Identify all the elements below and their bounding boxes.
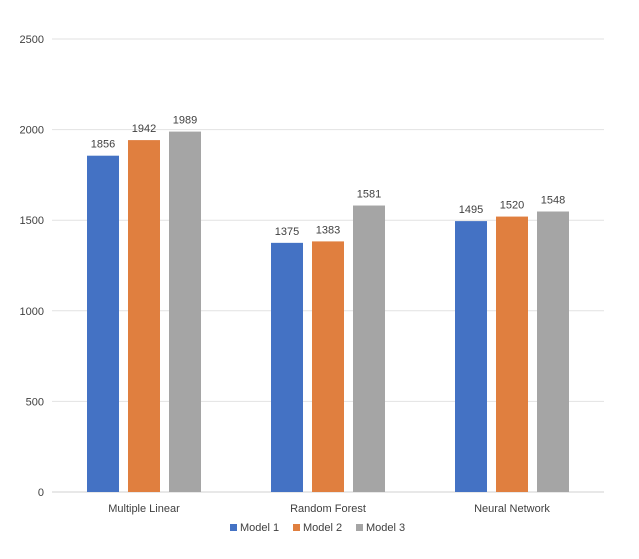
y-axis-ticks: 0 500 1000 1500 2000 2500 <box>20 34 44 499</box>
y-tick-label: 1500 <box>20 215 44 227</box>
bar <box>455 221 487 492</box>
bar <box>353 205 385 492</box>
bar <box>271 242 303 492</box>
bar <box>87 155 119 492</box>
legend-label: Model 2 <box>303 522 342 534</box>
legend-swatch <box>230 524 237 531</box>
legend-label: Model 3 <box>366 522 405 534</box>
legend-swatch <box>293 524 300 531</box>
data-label: 1520 <box>500 200 524 212</box>
bar <box>312 241 344 492</box>
x-axis-categories: Multiple Linear Random Forest Neural Netwo… <box>108 503 550 515</box>
bar <box>128 140 160 492</box>
data-label: 1383 <box>316 224 340 236</box>
data-label: 1495 <box>459 204 483 216</box>
data-label: 1989 <box>173 115 197 127</box>
legend-label: Model 1 <box>240 522 279 534</box>
y-tick-label: 1000 <box>20 306 44 318</box>
data-label: 1942 <box>132 123 156 135</box>
data-labels: 1856 1942 1989 1375 1383 1581 1495 1520 1548 <box>91 115 565 238</box>
x-category-label: Neural Network <box>474 503 550 515</box>
y-tick-label: 2000 <box>20 125 44 137</box>
data-label: 1856 <box>91 139 115 151</box>
x-category-label: Multiple Linear <box>108 503 180 515</box>
data-label: 1581 <box>357 189 381 201</box>
y-tick-label: 0 <box>38 487 44 499</box>
legend-swatch <box>356 524 363 531</box>
y-tick-label: 2500 <box>20 34 44 46</box>
y-tick-label: 500 <box>26 396 44 408</box>
bars <box>87 131 569 493</box>
x-category-label: Random Forest <box>290 503 366 515</box>
data-label: 1548 <box>541 195 565 207</box>
legend: Model 1 Model 2 Model 3 <box>230 522 405 534</box>
bar <box>169 131 201 492</box>
bar <box>537 211 569 493</box>
bar <box>496 216 528 493</box>
data-label: 1375 <box>275 226 299 238</box>
